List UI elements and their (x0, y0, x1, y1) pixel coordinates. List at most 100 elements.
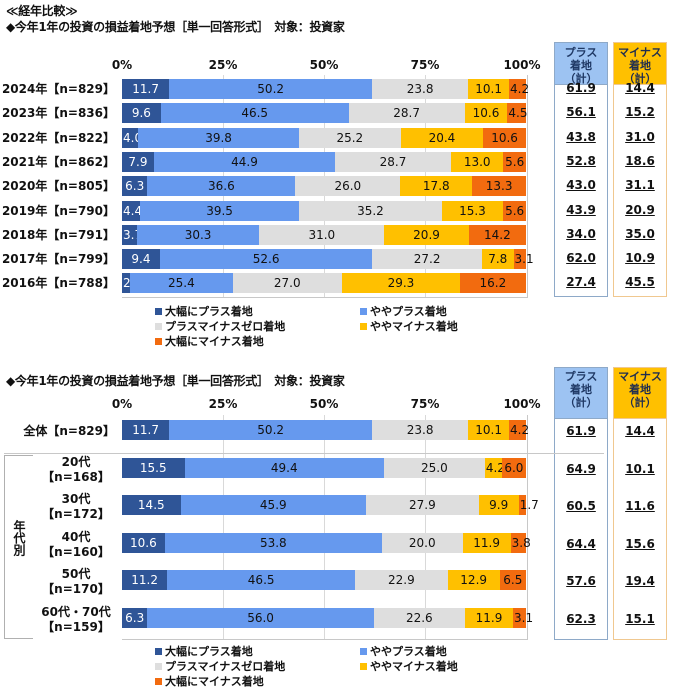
stacked-bar: 4.0 39.8 25.2 20.4 10.6 (122, 127, 526, 148)
bar-segment: 52.6 (159, 249, 373, 270)
plus-total-value: 56.1 (566, 105, 596, 120)
legend-item: プラスマイナスゼロ着地 (155, 318, 285, 334)
chart1-plus-total-column: プラス 着地 （計） 61.9 56.1 43.8 52.8 43.0 43.9 34.0 6… (554, 42, 608, 297)
axis-tick: 50% (309, 58, 339, 72)
legend-label: 大幅にマイナス着地 (165, 675, 264, 688)
plus-header-line2: 着地 (570, 383, 592, 396)
row-label: 2022年【n=822】 (1, 130, 115, 145)
bar-segment: 11.9 (464, 607, 514, 628)
chart1-minus-total-column: マイナス 着地 （計） 14.4 15.2 31.0 18.6 31.1 20.9 35.0… (613, 42, 667, 297)
plus-header-line2: 着地 (570, 59, 592, 72)
row-label: 20代 (61, 454, 91, 469)
age-group-box (4, 455, 33, 639)
bar-segment: 45.9 (180, 495, 366, 515)
bar-segment: 49.4 (184, 457, 384, 478)
plus-total-value: 43.8 (566, 129, 596, 144)
plus-total-value: 43.9 (566, 202, 596, 217)
bar-segment: 3.1 (513, 249, 534, 270)
row-label: 50代 (61, 567, 91, 581)
bar-segment: 15.3 (441, 200, 504, 221)
row-label: 60代・70代 (41, 604, 111, 619)
bar-segment: 50.2 (169, 420, 373, 440)
legend-item: 大幅にプラス着地 (155, 643, 253, 659)
bar-segment: 20.4 (400, 127, 484, 148)
bar-segment: 6.5 (499, 570, 526, 590)
axis-tick: 25% (208, 58, 238, 72)
plus-header-line3: （計） (564, 396, 598, 409)
row-label: 2024年【n=829】 (1, 82, 115, 96)
bar-segment: 30.3 (136, 224, 260, 245)
minus-header-line3: （計） (623, 396, 657, 409)
legend-label: ややプラス着地 (370, 305, 447, 318)
bar-segment: 10.6 (122, 532, 165, 553)
row-label-n: 【n=160】 (42, 544, 110, 559)
minus-header-line1: マイナス (618, 370, 662, 383)
bar-segment: 7.9 (122, 151, 154, 172)
bar-segment: 4.0 (122, 127, 142, 148)
row-label: 2016年【n=788】 (1, 276, 115, 291)
plus-total-value: 61.9 (566, 81, 596, 95)
bar-segment: 3.8 (510, 532, 531, 553)
stacked-bar: 2.025.427.029.316.2 (122, 273, 526, 294)
plus-total-value: 64.9 (566, 461, 596, 476)
bar-segment: 35.2 (299, 200, 442, 221)
legend-item: ややプラス着地 (360, 643, 447, 659)
bar-segment: 27.9 (366, 495, 479, 515)
bar-segment: 56.0 (147, 607, 374, 628)
row-label: 2021年【n=862】 (1, 154, 115, 169)
bar-segment: 39.5 (139, 200, 300, 221)
legend-label: プラスマイナスゼロ着地 (165, 660, 286, 673)
plus-header-line3: （計） (564, 72, 598, 85)
minus-total-value: 10.9 (625, 251, 655, 266)
plus-header-line1: プラス (564, 370, 598, 383)
plus-total-value: 64.4 (566, 536, 596, 551)
bar-segment: 9.9 (478, 495, 519, 515)
legend-label: 大幅にプラス着地 (165, 645, 253, 658)
bar-segment: 23.8 (372, 79, 469, 99)
chart2-plus-total-column: プラス 着地 （計） 61.9 64.9 60.5 64.4 57.6 62.3 (554, 367, 608, 640)
bar-segment: 6.3 (122, 176, 148, 197)
bar-segment: 28.7 (348, 103, 465, 124)
minus-total-value: 15.6 (625, 536, 655, 551)
legend-label: 大幅にマイナス着地 (165, 335, 264, 348)
bar-segment: 11.7 (122, 420, 170, 440)
legend-item: 大幅にマイナス着地 (155, 333, 264, 349)
bar-segment: 46.5 (167, 570, 356, 590)
bar-segment: 9.4 (122, 249, 160, 270)
row-label: 40代 (61, 529, 91, 544)
row-label: 2020年【n=805】 (1, 179, 115, 194)
plus-total-value: 34.0 (566, 226, 596, 241)
bar-segment: 1.7 (518, 495, 539, 515)
bar-segment: 3.7 (122, 224, 142, 245)
legend-swatch-icon (155, 677, 162, 685)
bar-segment: 25.2 (298, 127, 401, 148)
legend-swatch-icon (155, 337, 162, 345)
chart1-title: ◆今年1年の投資の損益着地予想［単一回答形式］ 対象：投資家 (6, 20, 345, 34)
bar-segment: 22.6 (373, 607, 465, 628)
bar-segment: 22.9 (355, 570, 448, 590)
axis-tick: 75% (410, 58, 440, 72)
bar-segment: 14.5 (122, 495, 181, 515)
plus-total-value: 43.0 (566, 178, 596, 193)
stacked-bar: 9.4 52.6 27.2 7.8 3.1 (122, 249, 534, 270)
row-label: 30代 (61, 492, 91, 506)
legend-swatch-icon (155, 662, 162, 670)
row-label-n: 【n=168】 (42, 469, 110, 484)
chart2-legend: 大幅にプラス着地 ややプラス着地 プラスマイナスゼロ着地 ややマイナス着地 大幅にマイナ… (155, 643, 515, 693)
bar-segment: 13.3 (472, 176, 526, 197)
bar-segment: 12.9 (447, 570, 500, 590)
legend-item: ややプラス着地 (360, 303, 447, 319)
bar-segment: 11.9 (462, 532, 511, 553)
chart2-plot-area: 11.7 50.2 23.8 10.1 4.2 15.5 49.4 25.0 4.2 6.0 14.… (122, 415, 539, 640)
chart2-minus-total-column: マイナス 着地 （計） 14.4 10.1 11.6 15.6 19.4 15.1 (613, 367, 667, 640)
bar-segment: 9.6 (122, 103, 161, 124)
bar-segment: 36.6 (147, 176, 296, 197)
stacked-bar: 11.7 50.2 23.8 10.1 4.2 (122, 420, 529, 440)
minus-total-value: 31.1 (625, 178, 655, 193)
minus-total-value: 15.2 (625, 105, 655, 120)
bar-segment: 10.6 (483, 127, 526, 148)
bar-segment: 27.0 (232, 273, 342, 294)
bar-segment: 3.1 (513, 607, 533, 628)
minus-total-value: 14.4 (625, 424, 655, 438)
row-label-n: 【n=172】 (42, 507, 110, 521)
